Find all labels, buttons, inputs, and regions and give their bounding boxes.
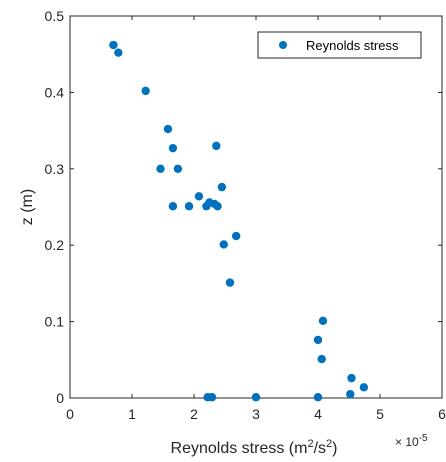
y-tick-label: 0.5 (45, 8, 65, 24)
data-point (346, 389, 355, 399)
data-point (251, 393, 261, 402)
x-axis-exponent: × 10-5 (395, 433, 428, 450)
y-axis-ticks: 0 0.1 0.2 0.3 0.4 0.5 (45, 8, 442, 406)
data-point (207, 393, 217, 402)
x-tick-label: 6 (438, 406, 446, 422)
data-point (212, 141, 221, 151)
legend-marker (279, 41, 287, 49)
y-tick-label: 0.2 (45, 237, 65, 253)
data-point (225, 278, 235, 287)
data-point (231, 231, 241, 241)
legend: Reynolds stress (257, 31, 422, 59)
data-point (359, 383, 369, 392)
y-axis-label: z (m) (19, 189, 36, 225)
data-point (173, 164, 183, 173)
data-point (168, 143, 178, 153)
y-tick-label: 0.3 (45, 161, 65, 177)
axes-box (69, 15, 443, 399)
x-tick-label: 3 (252, 406, 260, 422)
data-point (141, 86, 150, 96)
legend-label: Reynolds stress (306, 38, 399, 53)
data-point (219, 240, 228, 249)
x-axis-label: Reynolds stress (m2/s2) (171, 438, 338, 457)
x-tick-label: 1 (128, 406, 136, 422)
y-tick-label: 0.1 (45, 314, 65, 330)
data-point (213, 202, 222, 211)
x-axis-label-suffix: ) (332, 440, 337, 457)
data-point (313, 393, 323, 402)
data-point (194, 192, 204, 201)
data-point (347, 373, 356, 383)
plot-area: 0 1 2 3 4 5 6 0 0.1 0.2 0.3 0.4 0.5 (45, 8, 446, 422)
x-axis-label-sup2: 2 (326, 438, 332, 450)
data-point (114, 48, 123, 57)
data-point (163, 124, 173, 134)
data-markers (109, 40, 369, 402)
x-tick-label: 0 (66, 406, 74, 422)
x-axis-ticks: 0 1 2 3 4 5 6 (66, 16, 446, 422)
y-tick-label: 0.4 (45, 84, 65, 100)
data-point (313, 335, 323, 345)
data-point (109, 40, 118, 50)
x-tick-label: 4 (314, 406, 322, 422)
x-axis-label-mid: /s (314, 440, 326, 457)
y-tick-label: 0 (56, 390, 64, 406)
x-tick-label: 5 (376, 406, 384, 422)
data-point (217, 182, 227, 192)
x-axis-label-prefix: Reynolds stress (m (171, 440, 308, 457)
data-point (318, 316, 328, 326)
data-point (168, 202, 178, 211)
data-point (317, 354, 326, 364)
x-axis-exponent-base: × 10 (395, 435, 419, 449)
data-point (156, 164, 165, 173)
x-tick-label: 2 (190, 406, 198, 422)
x-axis-exponent-power: -5 (419, 433, 428, 444)
data-point (184, 202, 194, 211)
x-axis-label-sup1: 2 (307, 438, 313, 450)
